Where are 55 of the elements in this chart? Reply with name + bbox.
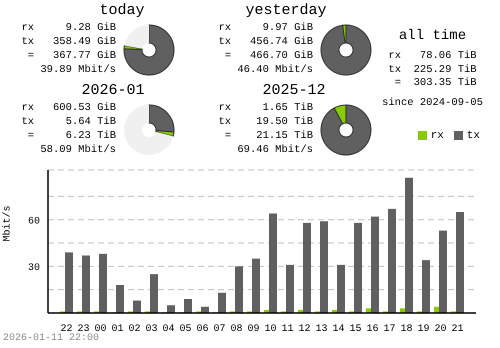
legend-label: rx — [430, 130, 444, 142]
x-tick-label: 16 — [366, 324, 379, 335]
x-tick-label: 09 — [247, 324, 260, 335]
chart-title: yesterday — [244, 2, 328, 19]
text: = 303.35 TiB — [394, 77, 478, 90]
x-tick-label: 05 — [179, 324, 192, 335]
x-tick-label: 18 — [400, 324, 413, 335]
text: = 6.23 TiB — [26, 129, 116, 143]
text: rx 600.53 GiB — [20, 101, 116, 115]
x-tick-label: 15 — [349, 324, 362, 335]
text: tx 19.50 TiB — [217, 115, 313, 129]
x-tick-label: 07 — [213, 324, 226, 335]
text: since 2024-09-05 — [381, 96, 484, 110]
text: 2026-01-11 22:00 — [3, 333, 100, 344]
text: rx 9.28 GiB — [20, 21, 116, 35]
text: tx 358.49 GiB — [20, 35, 116, 49]
x-tick-label: 20 — [434, 324, 447, 335]
y-tick-label: 60 — [28, 216, 40, 228]
x-tick-label: 19 — [417, 324, 430, 335]
x-tick-label: 22 — [60, 324, 73, 335]
x-tick-label: 04 — [162, 324, 175, 335]
chart-title: today — [98, 2, 146, 19]
text: rx 1.65 TiB — [217, 101, 313, 115]
text: tx 225.29 TiB — [387, 64, 478, 77]
text: rx 78.06 TiB — [387, 50, 478, 64]
chart-title: 2025-12 — [261, 82, 326, 99]
x-tick-label: 02 — [128, 324, 141, 335]
text: rx 9.97 GiB — [217, 21, 313, 35]
x-tick-label: 00 — [94, 324, 107, 335]
chart-title: 2026-01 — [80, 82, 146, 99]
x-tick-label: 13 — [315, 324, 328, 335]
x-tick-label: 03 — [145, 324, 158, 335]
x-tick-label: 11 — [281, 324, 294, 335]
x-tick-label: 21 — [451, 324, 464, 335]
text: all time — [398, 28, 468, 44]
x-tick-label: 12 — [298, 324, 311, 335]
x-tick-label: 01 — [111, 324, 124, 335]
x-tick-label: 14 — [332, 324, 345, 335]
text: tx 5.64 TiB — [20, 115, 116, 129]
text: 69.46 Mbit/s — [236, 143, 313, 157]
x-tick-label: 08 — [230, 324, 243, 335]
y-axis-title: Mbit/s — [2, 205, 14, 242]
text: tx 456.74 GiB — [217, 35, 313, 49]
x-tick-label: 06 — [196, 324, 209, 335]
x-tick-label: 10 — [264, 324, 277, 335]
text: = 367.77 GiB — [26, 49, 116, 63]
y-tick-label: 30 — [28, 262, 40, 274]
text: = 21.15 TiB — [224, 129, 313, 143]
text: 58.09 Mbit/s — [39, 143, 116, 157]
legend-label: tx — [466, 130, 480, 142]
x-tick-label: 17 — [383, 324, 396, 335]
x-tick-label: 23 — [77, 324, 90, 335]
text: 46.40 Mbit/s — [236, 63, 313, 77]
text: = 466.70 GiB — [224, 49, 313, 63]
text: 39.89 Mbit/s — [39, 63, 116, 77]
